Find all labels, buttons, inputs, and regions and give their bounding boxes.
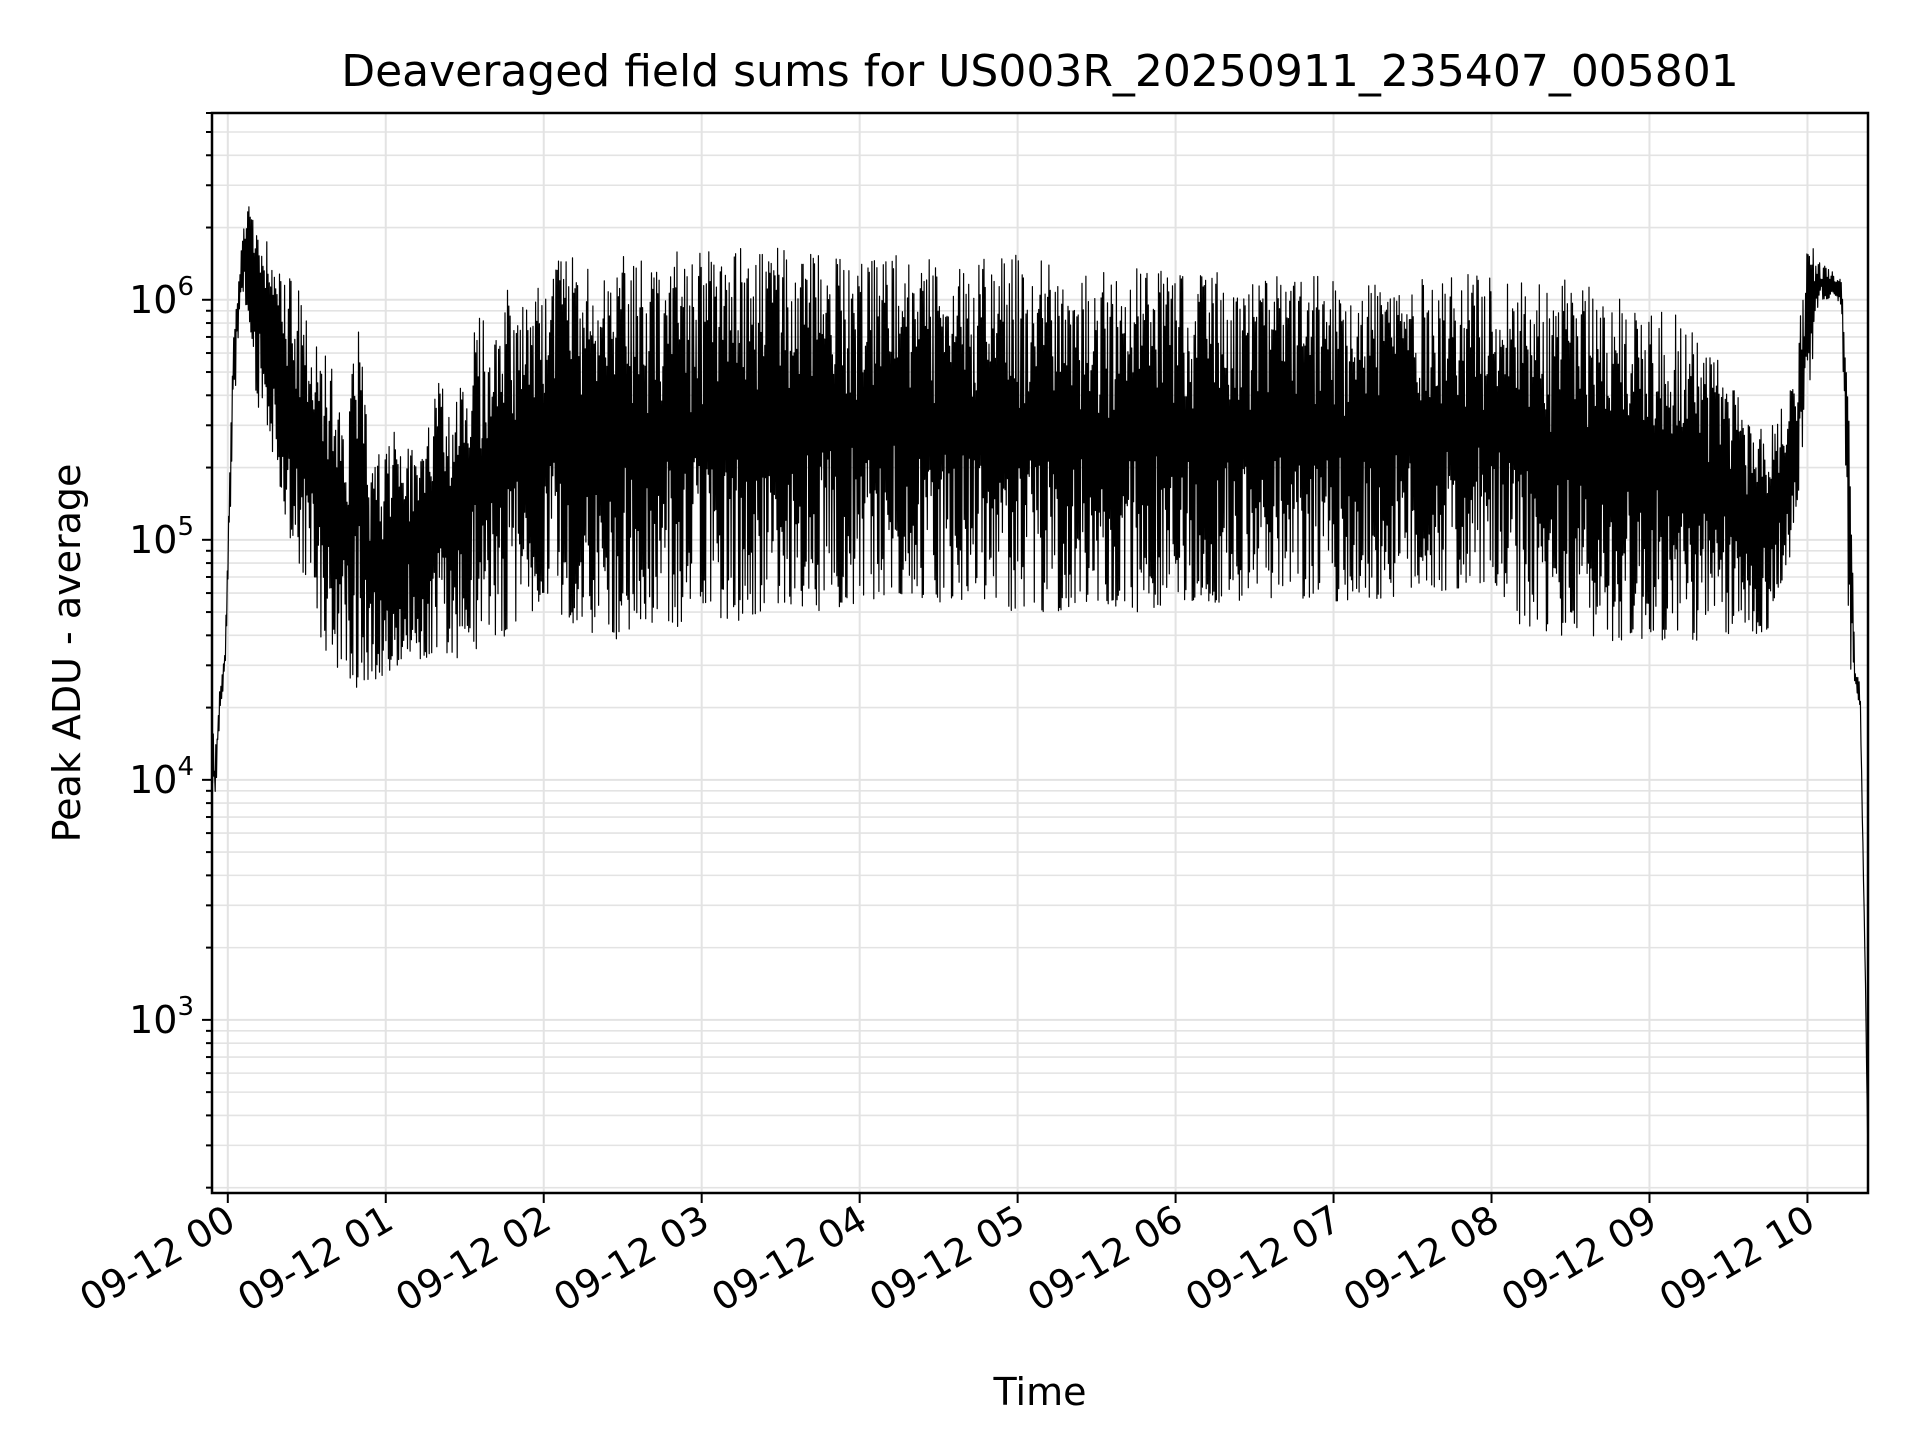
y-tick-exponent: 3 [177, 992, 194, 1022]
y-tick-label: 104 [129, 752, 194, 802]
series-line [211, 206, 1869, 1165]
y-tick-exponent: 4 [177, 752, 194, 782]
series-layer [211, 206, 1869, 1165]
grid [212, 112, 1868, 1193]
y-tick-exponent: 5 [177, 512, 194, 542]
y-tick-base: 10 [129, 278, 177, 322]
plot-frame [210, 111, 1870, 1195]
y-tick-base: 10 [129, 998, 177, 1042]
chart-title: Deaveraged field sums for US003R_2025091… [341, 46, 1739, 97]
y-tick-label: 103 [129, 992, 194, 1042]
y-tick-label: 106 [129, 272, 194, 322]
y-tick-exponent: 6 [177, 272, 194, 302]
y-tick-base: 10 [129, 758, 177, 802]
y-axis-label: Peak ADU - average [45, 464, 89, 843]
y-tick-label: 105 [129, 512, 194, 562]
x-axis-label: Time [993, 1370, 1087, 1414]
y-tick-base: 10 [129, 518, 177, 562]
